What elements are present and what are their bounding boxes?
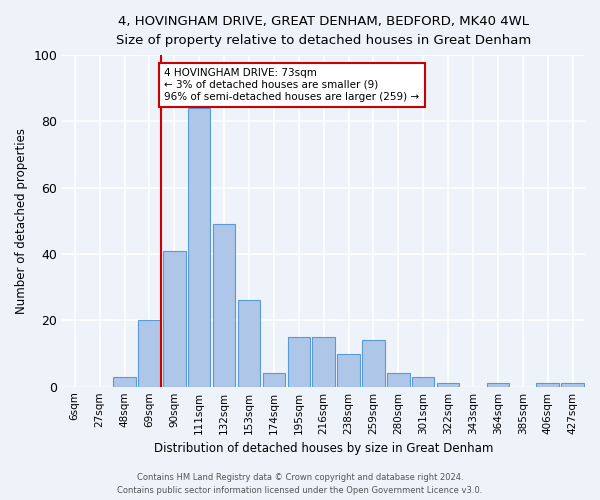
Y-axis label: Number of detached properties: Number of detached properties: [15, 128, 28, 314]
Bar: [313, 337, 335, 386]
Bar: [337, 354, 360, 386]
Bar: [362, 340, 385, 386]
Bar: [412, 376, 434, 386]
Bar: [113, 376, 136, 386]
Bar: [562, 384, 584, 386]
Bar: [437, 384, 460, 386]
Bar: [188, 108, 211, 386]
Text: 4 HOVINGHAM DRIVE: 73sqm
← 3% of detached houses are smaller (9)
96% of semi-det: 4 HOVINGHAM DRIVE: 73sqm ← 3% of detache…: [164, 68, 419, 102]
Bar: [387, 374, 410, 386]
Bar: [213, 224, 235, 386]
Bar: [263, 374, 285, 386]
Bar: [238, 300, 260, 386]
Bar: [287, 337, 310, 386]
Title: 4, HOVINGHAM DRIVE, GREAT DENHAM, BEDFORD, MK40 4WL
Size of property relative to: 4, HOVINGHAM DRIVE, GREAT DENHAM, BEDFOR…: [116, 15, 531, 47]
Bar: [487, 384, 509, 386]
Bar: [163, 250, 185, 386]
Bar: [536, 384, 559, 386]
Text: Contains HM Land Registry data © Crown copyright and database right 2024.
Contai: Contains HM Land Registry data © Crown c…: [118, 474, 482, 495]
Bar: [138, 320, 161, 386]
X-axis label: Distribution of detached houses by size in Great Denham: Distribution of detached houses by size …: [154, 442, 493, 455]
